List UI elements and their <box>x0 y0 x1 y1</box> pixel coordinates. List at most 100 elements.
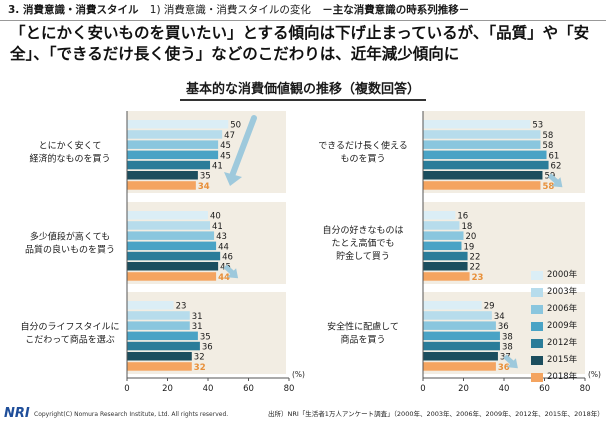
bar <box>423 150 547 160</box>
data-label: 32 <box>194 363 206 373</box>
bar <box>127 341 200 351</box>
data-label: 41 <box>212 162 223 172</box>
unit-label: (%) <box>588 370 601 379</box>
unit-label: (%) <box>292 370 305 379</box>
bar <box>127 301 174 310</box>
legend-swatch <box>531 305 543 314</box>
bar <box>423 160 549 170</box>
data-label: 23 <box>472 273 484 283</box>
bar <box>423 171 543 180</box>
data-label: 35 <box>200 332 211 342</box>
data-label: 38 <box>502 332 513 342</box>
data-label: 46 <box>222 253 233 263</box>
legend-item: 2009年 <box>531 320 593 333</box>
data-label: 29 <box>484 302 495 312</box>
data-label: 58 <box>542 182 554 192</box>
legend-label: 2009年 <box>547 321 578 331</box>
data-label: 43 <box>216 232 227 242</box>
bar <box>127 251 221 261</box>
data-label: 44 <box>218 242 229 252</box>
bar <box>423 331 500 341</box>
category-label: 自分のライフスタイルにこだわって商品を選ぶ <box>20 321 119 346</box>
x-tick-label: 60 <box>243 384 254 394</box>
data-label: 53 <box>532 121 543 131</box>
legend-label: 2000年 <box>547 270 578 280</box>
data-label: 35 <box>200 172 211 182</box>
trend-arrow-head <box>227 268 239 279</box>
data-label: 22 <box>470 263 481 273</box>
data-label: 45 <box>220 141 231 151</box>
bar <box>127 221 211 230</box>
legend-swatch <box>531 373 543 382</box>
data-label: 31 <box>192 322 203 332</box>
data-label: 40 <box>210 212 221 222</box>
page-header: 3. 消費意識・消費スタイル 1) 消費意識・消費スタイルの変化 －主な消費意識… <box>8 3 602 18</box>
data-label: 45 <box>220 151 231 161</box>
bar <box>127 231 215 240</box>
data-label: 38 <box>502 343 513 353</box>
legend-swatch <box>531 271 543 280</box>
bar <box>423 140 541 149</box>
bar <box>423 211 456 220</box>
bar <box>127 130 223 139</box>
bar <box>127 150 219 160</box>
bar <box>423 262 468 271</box>
legend-label: 2006年 <box>547 304 578 314</box>
copyright-text: Copyright(C) Nomura Research Institute, … <box>34 411 229 418</box>
bar <box>127 211 208 220</box>
data-label: 20 <box>466 232 477 242</box>
header-section: 3. 消費意識・消費スタイル <box>8 4 139 16</box>
legend-label: 2018年 <box>547 372 578 382</box>
trend-arrow-head <box>506 358 518 369</box>
bar <box>423 311 492 320</box>
data-label: 58 <box>542 141 553 151</box>
legend-swatch <box>531 356 543 365</box>
bar <box>127 331 198 341</box>
legend-label: 2003年 <box>547 287 578 297</box>
bar <box>127 352 192 361</box>
data-label: 16 <box>457 212 468 222</box>
chart-title: 基本的な消費価値観の推移（複数回答） <box>185 82 420 97</box>
legend-label: 2015年 <box>547 355 578 365</box>
category-label: 安全性に配慮して商品を買う <box>327 321 399 346</box>
data-label: 58 <box>542 131 553 141</box>
bar <box>423 231 464 240</box>
data-label: 32 <box>194 353 205 363</box>
bar <box>423 352 498 361</box>
data-label: 18 <box>461 222 472 232</box>
data-label: 31 <box>192 312 203 322</box>
data-label: 41 <box>212 222 223 232</box>
bar <box>423 321 496 330</box>
data-label: 22 <box>470 253 481 263</box>
bar <box>423 221 460 230</box>
bar <box>127 241 217 251</box>
bar <box>423 341 500 351</box>
bar <box>127 362 192 371</box>
legend-swatch <box>531 288 543 297</box>
data-label: 36 <box>202 343 213 353</box>
legend-item: 2018年 <box>531 371 593 384</box>
bar <box>127 262 219 271</box>
legend-item: 2015年 <box>531 354 593 367</box>
data-label: 44 <box>218 273 230 283</box>
legend-item: 2006年 <box>531 303 593 316</box>
data-label: 36 <box>498 363 510 373</box>
bar <box>423 241 462 251</box>
x-tick-label: 20 <box>458 384 469 394</box>
category-label: とにかく安くて経済的なものを買う <box>29 140 110 165</box>
trend-arrow-head <box>224 172 242 186</box>
data-label: 62 <box>551 162 562 172</box>
x-tick-label: 40 <box>499 384 510 394</box>
bar <box>127 181 196 190</box>
bar <box>423 251 468 261</box>
legend-item: 2012年 <box>531 337 593 350</box>
headline: 「とにかく安いものを買いたい」とする傾向は下げ止まっているが、「品質」や「安全」… <box>10 24 590 63</box>
header-subsection: 1) 消費意識・消費スタイルの変化 <box>149 4 311 16</box>
bar <box>423 120 531 129</box>
x-tick-label: 80 <box>580 384 591 394</box>
source-note: 出所）NRI「生活者1万人アンケート調査」（2000年、2003年、2006年、… <box>268 410 604 418</box>
x-tick-label: 80 <box>284 384 295 394</box>
data-label: 47 <box>224 131 235 141</box>
bar <box>423 130 541 139</box>
data-label: 19 <box>463 242 474 252</box>
